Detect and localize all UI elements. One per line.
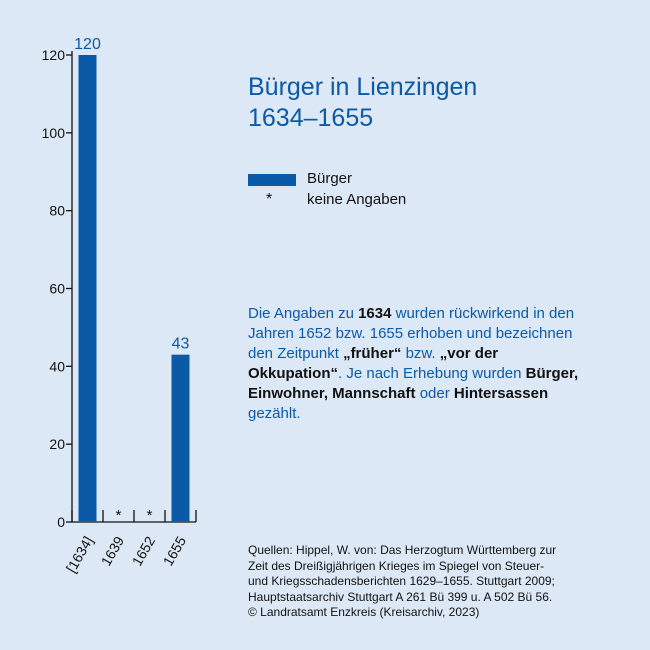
y-tick-label: 100: [42, 125, 66, 141]
y-tick-label: 40: [49, 358, 65, 374]
legend-label-no-data: keine Angaben: [307, 191, 407, 208]
note-emphasis: Hintersassen: [453, 385, 549, 402]
note-text: oder: [415, 385, 454, 402]
chart-title: Bürger in Lienzingen 1634–1655: [248, 72, 477, 134]
bar-value-label: 43: [172, 336, 190, 353]
no-data-asterisk: *: [116, 507, 122, 524]
note-emphasis: Bürger, Einwohner, Mannschaft: [248, 365, 579, 402]
x-category-label: 1639: [98, 533, 128, 568]
x-category-label: [1634]: [63, 534, 96, 576]
x-category-label: 1655: [160, 533, 190, 568]
legend-asterisk: *: [266, 191, 273, 208]
no-data-asterisk: *: [147, 507, 153, 524]
note-text: wurden rückwirkend in den Jahren 1652 bz…: [248, 305, 575, 362]
y-tick-label: 60: [49, 281, 65, 297]
note-emphasis: 1634: [358, 305, 392, 322]
legend-label-buerger: Bürger: [307, 170, 353, 187]
bar-value-label: 120: [74, 36, 101, 53]
note-text: bzw.: [401, 345, 440, 362]
source-line: Hauptstaatsarchiv Stuttgart A 261 Bü 399…: [248, 589, 553, 604]
note-emphasis: „vor der Okkupation“: [248, 345, 499, 382]
explanatory-note: Die Angaben zu 1634 wurden rückwirkend i…: [248, 304, 593, 424]
y-tick-label: 0: [57, 514, 65, 530]
note-text: Die Angaben zu: [248, 305, 359, 322]
y-tick-label: 120: [42, 47, 66, 63]
bar: [171, 354, 190, 522]
source-citation: Quellen: Hippel, W. von: Das Herzogtum W…: [248, 543, 593, 621]
x-category-label: 1652: [129, 533, 159, 568]
source-line: Quellen: Hippel, W. von: Das Herzogtum W…: [248, 543, 557, 557]
chart-title-line1: Bürger in Lienzingen: [248, 73, 478, 101]
note-text: gezählt.: [248, 405, 301, 422]
y-tick-label: 20: [49, 436, 65, 452]
source-line: Zeit des Dreißigjährigen Krieges im Spie…: [248, 558, 545, 573]
y-tick-label: 80: [49, 203, 65, 219]
note-emphasis: „früher“: [343, 345, 402, 362]
legend-swatch: [248, 174, 296, 186]
source-line: und Kriegsschadensberichten 1629–1655. S…: [248, 574, 555, 588]
chart-title-line2: 1634–1655: [248, 104, 374, 132]
note-text: . Je nach Erhebung wurden: [338, 365, 526, 382]
source-line: © Landratsamt Enzkreis (Kreisarchiv, 202…: [248, 605, 480, 619]
bar: [78, 55, 97, 522]
